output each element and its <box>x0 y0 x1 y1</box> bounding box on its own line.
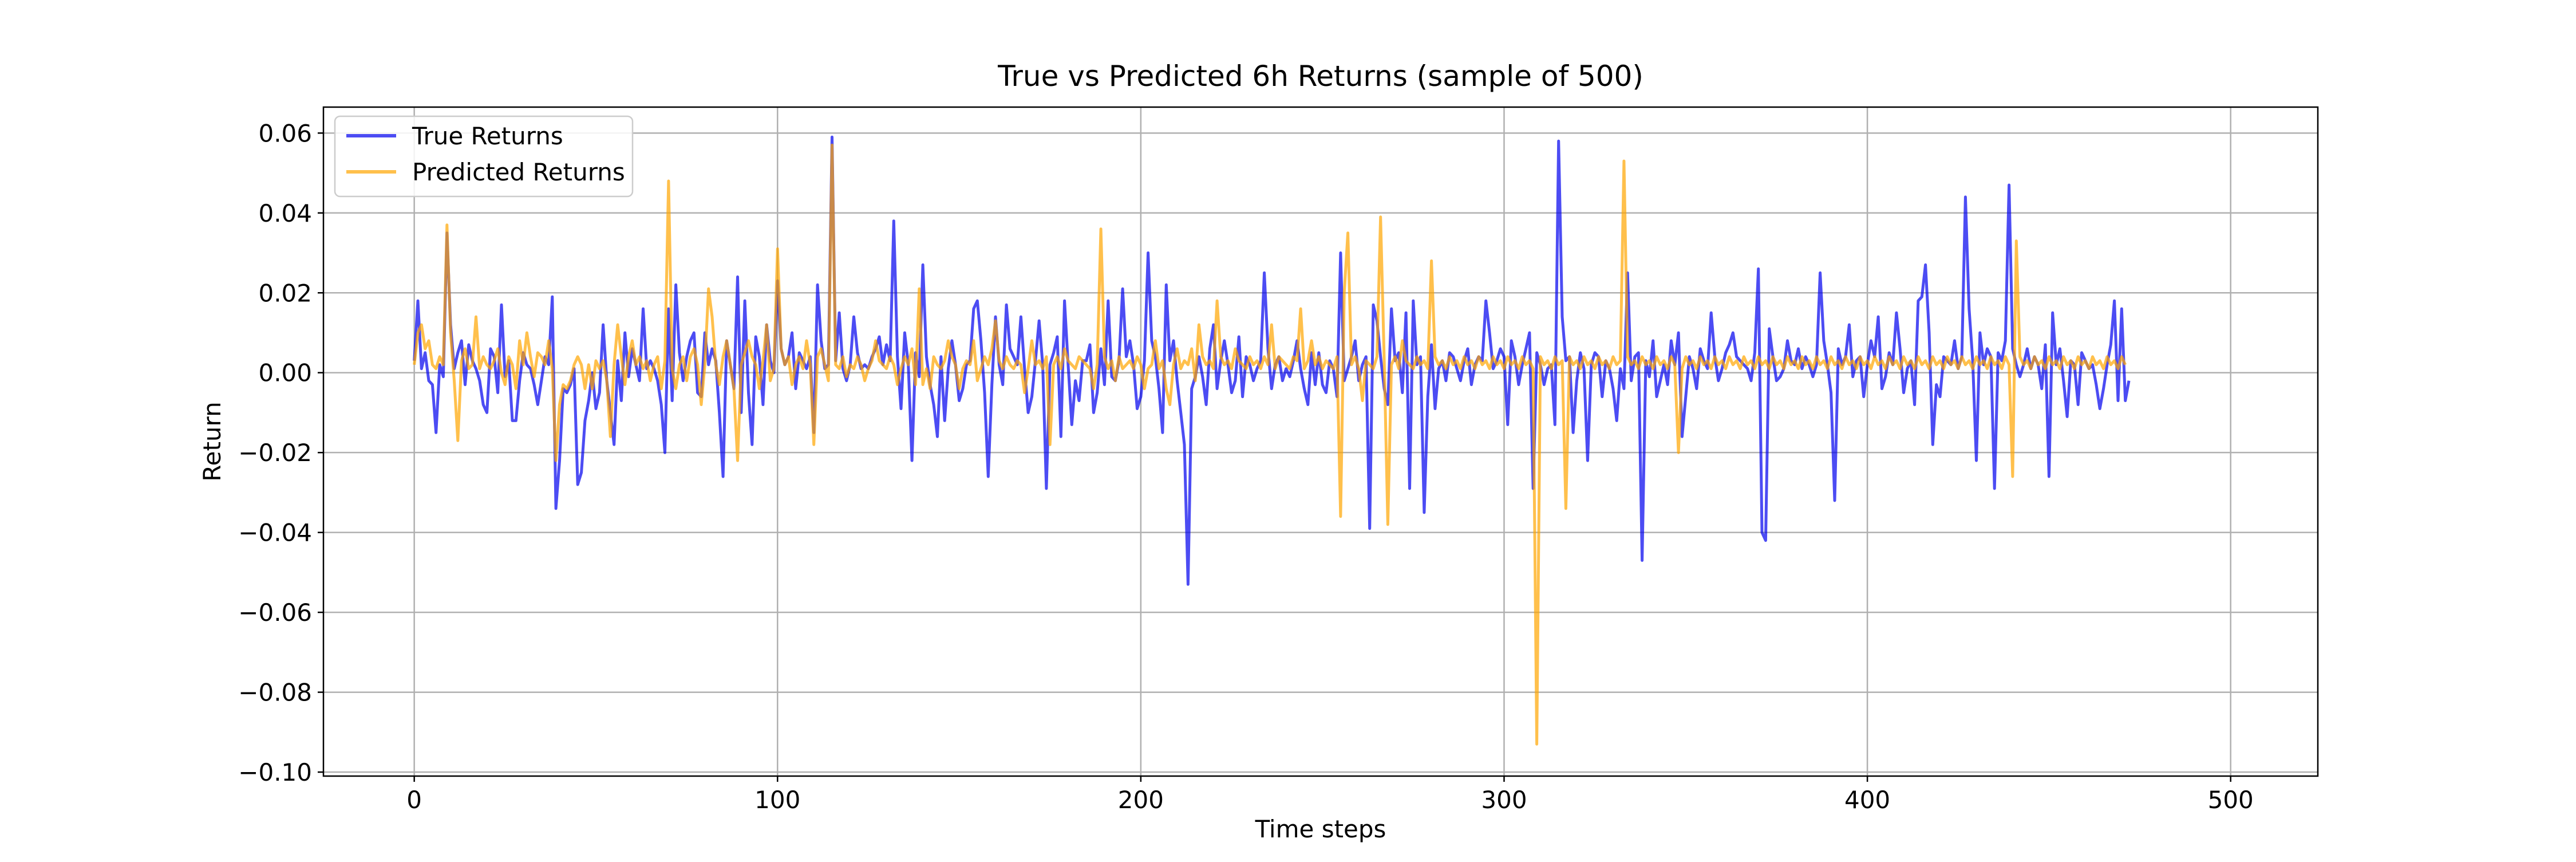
series-lines <box>413 135 2131 746</box>
legend-box <box>334 115 634 198</box>
y-tick-label: −0.10 <box>238 758 312 786</box>
series-line-predicted-returns <box>413 143 2127 746</box>
y-tick-label: −0.02 <box>238 439 312 467</box>
x-tick-label: 0 <box>406 786 422 814</box>
axis-ticks: 0 100 200 300 400 500 0.06 0.04 0.02 0.00 −0.02 −0.… <box>238 119 2253 814</box>
y-tick-label: −0.06 <box>238 599 312 627</box>
x-tick-label: 400 <box>1844 786 1890 814</box>
x-tick-label: 100 <box>754 786 800 814</box>
y-tick-label: 0.00 <box>258 359 312 387</box>
y-tick-label: 0.04 <box>258 199 312 227</box>
y-tick-label: −0.04 <box>238 519 312 547</box>
legend-label-true-returns: True Returns <box>412 122 563 150</box>
x-tick-label: 200 <box>1118 786 1164 814</box>
legend: True Returns Predicted Returns <box>334 115 634 198</box>
x-tick-label: 300 <box>1481 786 1527 814</box>
y-axis-label: Return <box>198 402 226 481</box>
x-tick-label: 500 <box>2208 786 2254 814</box>
chart-title: True vs Predicted 6h Returns (sample of … <box>997 60 1643 93</box>
x-axis-label: Time steps <box>1255 815 1386 843</box>
y-tick-label: 0.02 <box>258 279 312 307</box>
plot-frame <box>322 106 2319 777</box>
y-tick-label: −0.08 <box>238 679 312 707</box>
legend-label-predicted-returns: Predicted Returns <box>412 158 625 186</box>
y-tick-label: 0.06 <box>258 119 312 147</box>
